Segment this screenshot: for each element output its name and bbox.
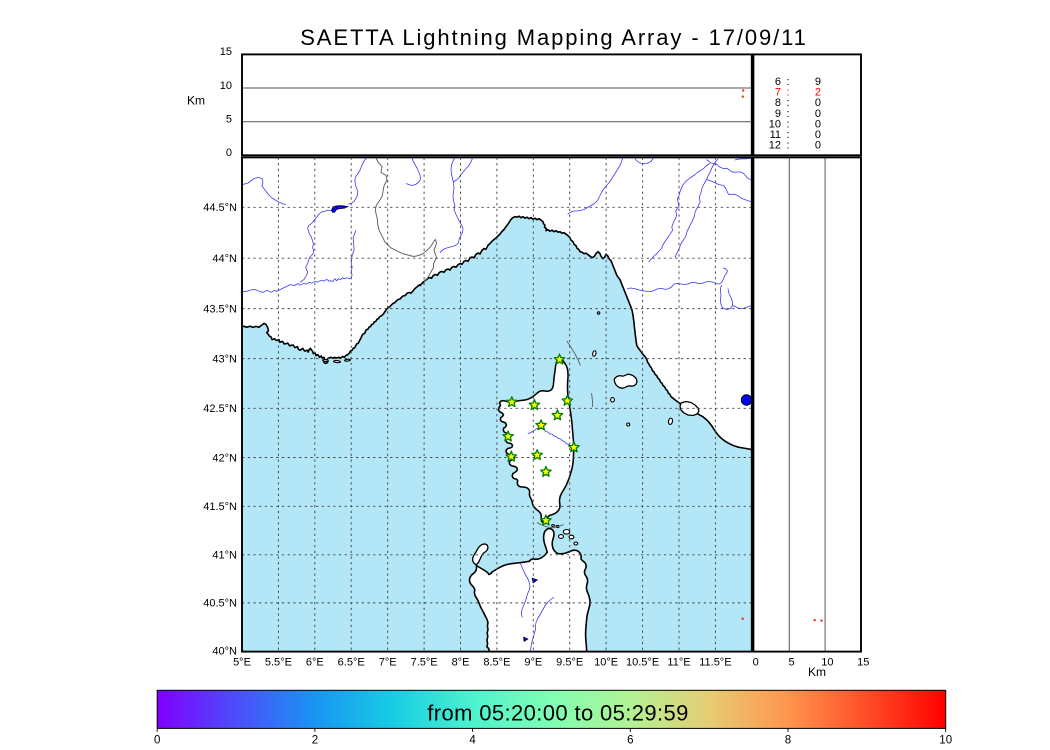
svg-text:8.5°E: 8.5°E [483,657,510,669]
svg-text:7: 7 [775,87,781,99]
svg-text:5°E: 5°E [233,657,251,669]
svg-text:7°E: 7°E [379,657,397,669]
svg-text::: : [787,108,790,120]
svg-text::: : [787,87,790,99]
svg-text:9: 9 [815,76,821,88]
svg-text:5: 5 [789,657,795,669]
svg-text::: : [787,140,790,152]
svg-text:0: 0 [815,129,821,141]
svg-text:0: 0 [815,118,821,130]
svg-text:15: 15 [220,46,232,58]
svg-text:42.5°N: 42.5°N [203,403,237,415]
svg-text:8°E: 8°E [452,657,470,669]
svg-text:10°E: 10°E [594,657,618,669]
svg-text:0: 0 [154,735,160,747]
svg-text:10: 10 [821,657,833,669]
svg-text:8: 8 [775,97,781,109]
svg-text::: : [787,129,790,141]
svg-text::: : [787,97,790,109]
svg-text:10.5°E: 10.5°E [626,657,659,669]
svg-text:4: 4 [469,735,476,747]
svg-text:41.5°N: 41.5°N [203,501,237,513]
svg-text:0: 0 [815,108,821,120]
svg-text:12: 12 [769,140,781,152]
svg-text:10: 10 [220,80,232,92]
svg-text:5.5°E: 5.5°E [265,657,292,669]
svg-text:9°E: 9°E [524,657,542,669]
svg-text:5: 5 [226,114,232,126]
svg-text:9: 9 [775,108,781,120]
svg-text:43°N: 43°N [212,353,237,365]
svg-text:0: 0 [226,147,232,159]
svg-text:6: 6 [775,76,781,88]
svg-text:10: 10 [939,735,952,747]
svg-text:SAETTA Lightning Mapping Array: SAETTA Lightning Mapping Array - 17/09/1… [300,25,808,50]
svg-text:from 05:20:00 to 05:29:59: from 05:20:00 to 05:29:59 [427,701,688,726]
svg-text::: : [787,118,790,130]
svg-text:44°N: 44°N [212,253,237,265]
svg-text:11°E: 11°E [667,657,690,669]
svg-text:10: 10 [769,118,781,130]
svg-text:Km: Km [808,665,826,679]
svg-text:2: 2 [312,735,318,747]
svg-text:40°N: 40°N [212,645,237,657]
svg-text:44.5°N: 44.5°N [203,202,237,214]
svg-text:11: 11 [770,129,781,141]
svg-text:Km: Km [187,94,205,108]
svg-text:6: 6 [627,735,633,747]
svg-text:40.5°N: 40.5°N [203,598,237,610]
svg-text:6.5°E: 6.5°E [338,657,365,669]
svg-text:2: 2 [815,87,821,99]
svg-text:9.5°E: 9.5°E [556,657,583,669]
svg-text:15: 15 [857,657,869,669]
svg-text:7.5°E: 7.5°E [411,657,438,669]
svg-text:0: 0 [815,140,821,152]
svg-text:0: 0 [815,97,821,109]
svg-text::: : [787,76,790,88]
svg-text:43.5°N: 43.5°N [203,303,237,315]
svg-text:8: 8 [785,735,791,747]
svg-text:11.5°E: 11.5°E [699,657,731,669]
svg-text:41°N: 41°N [212,550,237,562]
svg-text:6°E: 6°E [306,657,324,669]
svg-text:42°N: 42°N [212,452,237,464]
svg-text:0: 0 [753,657,759,669]
